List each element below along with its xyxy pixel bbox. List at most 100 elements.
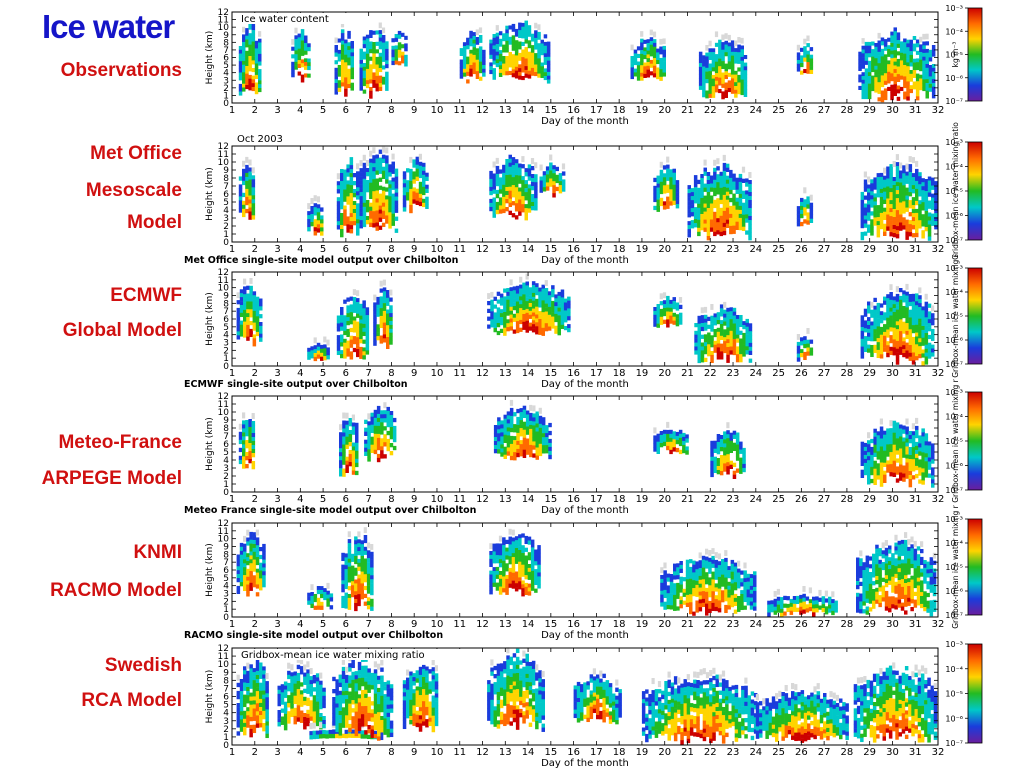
data-cell: [915, 62, 920, 67]
data-cell: [743, 77, 748, 82]
data-cell: [242, 83, 246, 88]
data-cell: [519, 416, 523, 421]
y-tick-label: 4: [223, 331, 229, 341]
data-cell: [924, 215, 929, 220]
data-cell: [809, 214, 814, 219]
data-cell: [307, 215, 311, 220]
colorbar: [967, 7, 983, 102]
data-cell: [903, 53, 907, 58]
data-cell: [379, 308, 384, 313]
data-cell: [886, 190, 890, 195]
data-cell: [871, 49, 875, 54]
data-cell: [867, 305, 871, 310]
data-cell: [242, 168, 246, 174]
data-cell: [469, 72, 473, 77]
data-cell: [858, 55, 862, 60]
data-cell: [365, 338, 370, 343]
data-cell: [495, 173, 500, 179]
data-cell: [334, 67, 338, 72]
data-cell: [698, 74, 703, 79]
x-tick-label: 30: [886, 105, 899, 116]
data-cell: [656, 48, 660, 53]
data-cell: [646, 62, 650, 67]
data-cell: [710, 472, 714, 478]
data-cell: [924, 329, 929, 334]
data-cell: [372, 219, 376, 224]
data-cell: [653, 435, 657, 440]
data-cell: [892, 233, 897, 238]
data-cell: [748, 331, 753, 336]
data-cell: [921, 310, 925, 315]
data-cell: [495, 181, 500, 187]
data-cell: [870, 219, 874, 224]
data-cell: [254, 44, 259, 49]
data-cell: [927, 220, 932, 225]
data-cell: [490, 323, 494, 328]
data-cell: [895, 356, 900, 361]
data-cell: [515, 297, 520, 302]
data-cell: [530, 37, 535, 42]
data-cell: [346, 309, 350, 314]
data-cell: [873, 181, 877, 186]
data-cell: [921, 198, 925, 203]
data-cell: [702, 66, 706, 71]
data-cell: [521, 192, 525, 197]
data-cell: [516, 424, 520, 430]
data-cell: [351, 470, 356, 475]
y-tick-label: 10: [218, 23, 230, 33]
data-cell: [245, 35, 249, 40]
data-cell: [931, 197, 935, 202]
data-cell: [905, 291, 909, 296]
data-cell: [656, 207, 660, 212]
data-cell: [376, 413, 381, 419]
data-cell: [378, 217, 383, 222]
data-cell: [375, 79, 379, 84]
data-cell: [472, 66, 476, 71]
data-cell: [880, 98, 885, 103]
data-cell: [567, 300, 571, 305]
data-cell: [737, 52, 741, 57]
data-cell: [518, 64, 522, 69]
data-cell: [931, 71, 936, 76]
data-cell: [656, 315, 660, 321]
data-cell: [373, 314, 377, 319]
data-cell: [902, 309, 906, 315]
data-cell: [709, 203, 714, 208]
data-cell: [892, 193, 897, 198]
data-cell: [506, 423, 511, 428]
data-cell: [352, 181, 357, 186]
x-tick-label: 5: [320, 105, 326, 116]
data-cell: [378, 177, 383, 182]
data-cell: [889, 220, 893, 225]
data-cell: [378, 83, 383, 88]
data-cell: [356, 321, 360, 326]
data-cell: [796, 44, 800, 51]
data-cell: [889, 172, 893, 177]
data-cell: [919, 67, 923, 72]
data-cell: [376, 312, 380, 317]
data-cell: [682, 436, 686, 442]
data-cell: [911, 209, 916, 214]
data-cell: [492, 56, 496, 61]
data-cell: [391, 61, 395, 66]
data-cell: [713, 175, 717, 181]
data-cell: [245, 31, 249, 36]
data-cell: [867, 328, 871, 334]
data-cell: [391, 221, 395, 226]
data-cell: [373, 329, 377, 335]
data-cell: [252, 334, 257, 339]
data-cell: [386, 309, 390, 314]
cloud-event: [364, 402, 397, 463]
data-cell: [524, 172, 528, 177]
data-cell: [245, 85, 249, 90]
data-cell: [540, 73, 544, 78]
data-cell: [886, 444, 890, 449]
data-cell: [800, 47, 804, 52]
data-cell: [921, 182, 925, 187]
data-cell: [537, 58, 541, 63]
data-cell: [307, 211, 311, 216]
data-cell: [489, 206, 493, 212]
data-cell: [725, 163, 730, 168]
data-cell: [698, 85, 703, 90]
data-cell: [886, 214, 890, 219]
